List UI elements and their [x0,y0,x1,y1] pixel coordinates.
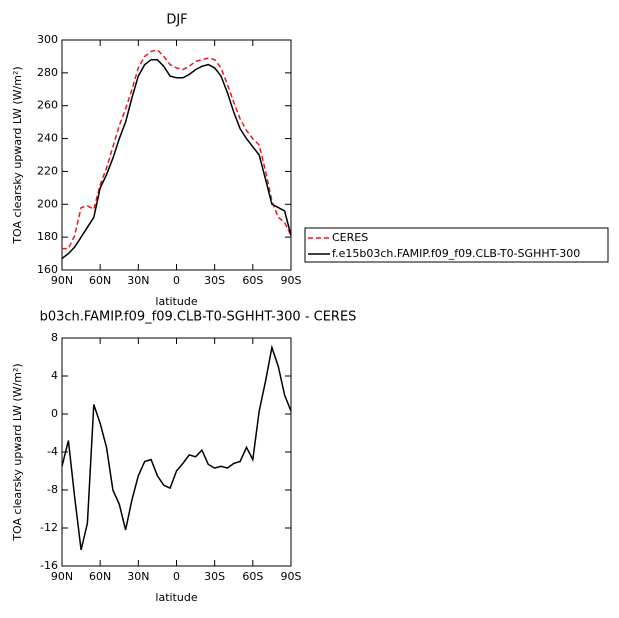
y-tick-label: 160 [37,263,58,276]
y-tick-label: -4 [47,445,58,458]
y-tick-label: -8 [47,483,58,496]
x-tick-label: 30S [204,274,225,287]
data-line [62,49,292,250]
x-axis-label: latitude [155,295,197,308]
y-tick-label: 240 [37,132,58,145]
x-tick-label: 90N [51,570,73,583]
legend-box [304,227,609,263]
y-tick-label: 4 [51,369,58,382]
y-axis-label: TOA clearsky upward LW (W/m²) [11,66,24,244]
x-tick-label: 60S [242,570,263,583]
x-axis-label: latitude [155,591,197,604]
data-line [61,344,292,551]
plot-frame [61,337,292,567]
y-tick-label: 220 [37,164,58,177]
x-tick-label: 90N [51,274,73,287]
legend-label: f.e15b03ch.FAMIP.f09_f09.CLB-T0-SGHHT-30… [332,247,580,260]
chart-title: b03ch.FAMIP.f09_f09.CLB-T0-SGHHT-300 - C… [40,310,357,325]
x-tick-label: 90S [281,274,302,287]
x-tick-label: 30N [127,570,149,583]
y-tick-label: -16 [40,559,58,572]
y-tick-label: -12 [40,521,58,534]
y-tick-label: 260 [37,99,58,112]
y-tick-label: 8 [51,331,58,344]
legend-label: CERES [332,231,368,244]
chart-title: DJF [166,13,187,28]
x-tick-label: 60N [89,274,111,287]
data-line [61,58,292,260]
x-tick-label: 30S [204,570,225,583]
x-tick-label: 0 [173,274,180,287]
y-tick-label: 300 [37,33,58,46]
x-tick-label: 60S [242,274,263,287]
y-axis-label: TOA clearsky upward LW (W/m²) [11,363,24,541]
x-tick-label: 90S [281,570,302,583]
y-tick-label: 200 [37,197,58,210]
x-tick-label: 0 [173,570,180,583]
y-tick-label: 0 [51,407,58,420]
x-tick-label: 30N [127,274,149,287]
y-tick-label: 280 [37,66,58,79]
plot-frame [61,39,292,271]
y-tick-label: 180 [37,230,58,243]
x-tick-label: 60N [89,570,111,583]
